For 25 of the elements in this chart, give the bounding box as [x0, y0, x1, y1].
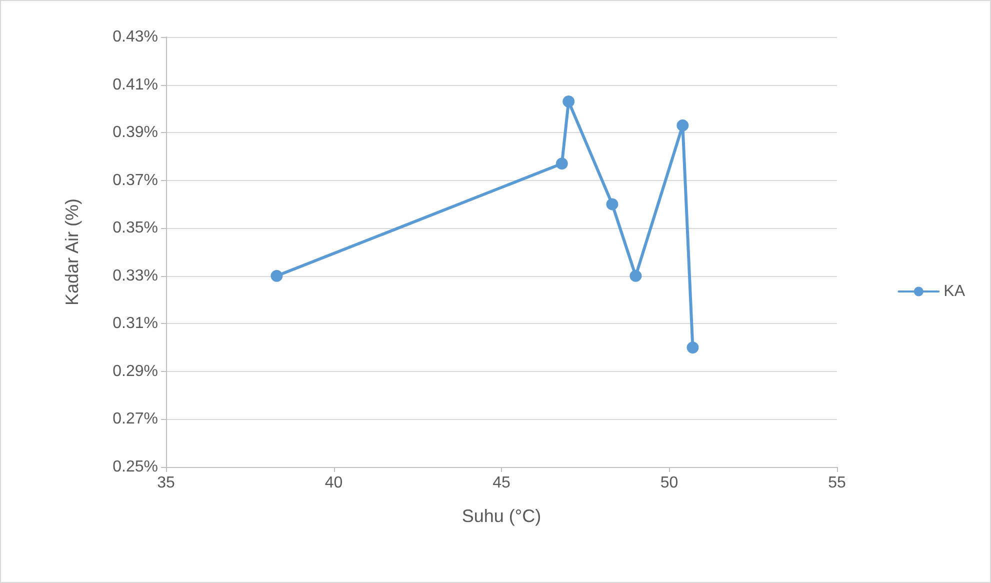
y-tick-label: 0.33%	[112, 267, 158, 284]
x-tick-label: 45	[492, 474, 510, 492]
y-tick-label: 0.29%	[112, 362, 158, 380]
y-tick-label: 0.35%	[112, 220, 158, 237]
y-tick-label: 0.37%	[112, 172, 158, 189]
x-axis-title: Suhu (°C)	[462, 506, 542, 526]
point	[556, 158, 568, 170]
x-tick-label: 35	[157, 474, 175, 492]
y-tick-label: 0.43%	[112, 28, 158, 46]
y-tick-label: 0.41%	[112, 76, 158, 94]
y-tick-label: 0.27%	[112, 410, 158, 428]
x-tick-label: 50	[660, 474, 678, 492]
point	[630, 270, 642, 282]
y-tick-label: 0.39%	[112, 124, 158, 142]
point	[270, 270, 283, 282]
x-tick-label: 55	[828, 474, 846, 492]
point	[686, 342, 699, 354]
point	[676, 119, 689, 132]
point	[562, 96, 575, 108]
y-tick-label: 0.31%	[112, 315, 158, 332]
legend-label: KA	[944, 283, 966, 300]
y-axis-title: Kadar Air (%)	[62, 198, 82, 306]
x-tick-label: 40	[324, 474, 343, 492]
y-tick-label: 0.25%	[112, 458, 158, 476]
point	[606, 198, 618, 210]
